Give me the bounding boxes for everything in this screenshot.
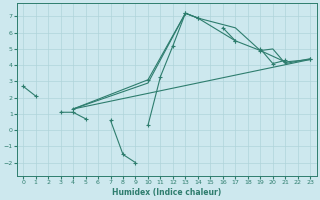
- X-axis label: Humidex (Indice chaleur): Humidex (Indice chaleur): [112, 188, 221, 197]
